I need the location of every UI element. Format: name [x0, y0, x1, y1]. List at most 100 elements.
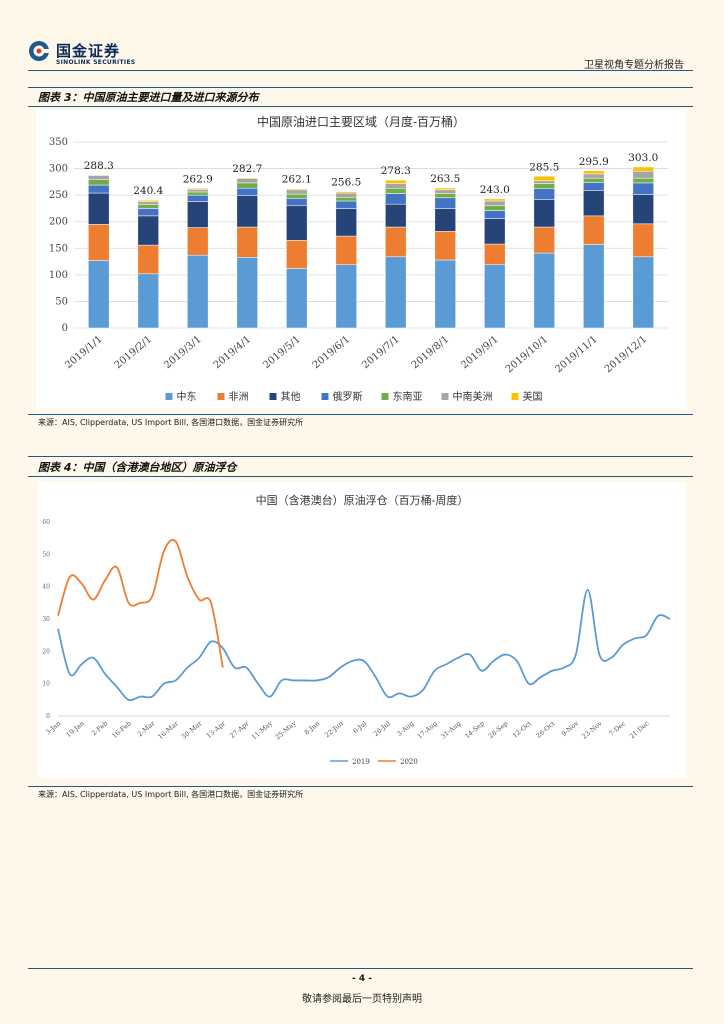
fig4-title-rule [28, 476, 693, 477]
bar-segment [88, 224, 110, 261]
x-tick-label: 17-Aug [416, 719, 439, 740]
disclaimer: 敬请参阅最后一页特别声明 [302, 994, 422, 1005]
fig3-chart-title: 中国原油进口主要区域（月度-百万桶） [257, 114, 465, 129]
x-tick-label: 16-Feb [110, 719, 132, 740]
logo-chinese-name: 国金证券 [56, 42, 121, 60]
fig3-source: 来源：AIS, Clipperdata, US Import Bill, 各国港… [38, 418, 304, 427]
bar-segment [286, 240, 308, 269]
y-tick-label: 200 [49, 217, 68, 228]
bar-segment [137, 208, 159, 217]
legend-label: 其他 [281, 390, 301, 403]
x-tick-label: 2019/2/1 [113, 334, 154, 371]
fig3-label: 图表 3：中国原油主要进口量及进口来源分布 [38, 91, 259, 104]
bar-segment [335, 208, 357, 237]
bar-segment [88, 174, 110, 176]
bar-segment [88, 179, 110, 186]
bar-segment [385, 187, 407, 194]
bar-segment [484, 198, 506, 202]
x-tick-label: 9-Nov [560, 719, 580, 738]
bar-segment [335, 192, 357, 198]
fig4-bottom-rule [28, 786, 693, 787]
bar-segment [187, 227, 209, 256]
bar-segment [335, 200, 357, 209]
y-tick-label: 100 [49, 270, 68, 281]
y-tick-label: 150 [49, 243, 68, 254]
fig3-title-rule [28, 106, 693, 107]
fig4-chart-title: 中国（含港澳台）原油浮仓（百万桶-周度） [256, 493, 469, 507]
y-tick-label: 350 [49, 137, 68, 148]
legend-swatch [321, 393, 329, 400]
bar-total-label: 303.0 [628, 152, 658, 164]
x-tick-label: 20-Jul [372, 719, 392, 738]
bar-segment [484, 243, 506, 266]
x-tick-label: 2019/5/1 [261, 334, 302, 371]
bar-segment [583, 177, 605, 183]
bar-segment [286, 198, 308, 207]
bar-segment [286, 189, 308, 195]
x-tick-label: 7-Dec [607, 719, 627, 738]
legend-swatch [441, 393, 449, 400]
legend-label: 中南美洲 [453, 390, 493, 403]
bar-total-label: 282.7 [232, 163, 262, 175]
bar-segment [335, 235, 357, 266]
legend-label: 东南亚 [393, 390, 423, 403]
x-tick-label: 22-Jun [323, 719, 345, 739]
bar-segment [533, 183, 555, 190]
x-tick-label: 2-Mar [136, 719, 157, 739]
bar-segment [632, 177, 654, 184]
bar-segment [632, 166, 654, 172]
bar-segment [385, 193, 407, 205]
bar-segment [286, 205, 308, 241]
bar-segment [434, 231, 456, 261]
bar-segment [137, 199, 159, 202]
legend-label: 中东 [177, 390, 197, 403]
y-tick-label: 0 [46, 713, 50, 720]
bar-segment [484, 264, 506, 329]
bar-segment [434, 259, 456, 329]
bar-segment [286, 188, 308, 191]
y-tick-label: 20 [42, 648, 50, 655]
y-tick-label: 0 [62, 323, 68, 334]
bar-total-label: 288.3 [84, 160, 114, 172]
bar-segment [484, 205, 506, 211]
bar-segment [286, 268, 308, 329]
bar-segment [484, 218, 506, 245]
page-number: - 4 - [352, 974, 372, 984]
bar-total-label: 240.4 [133, 185, 163, 197]
legend-label: 2020 [400, 758, 418, 766]
bar-segment [434, 189, 456, 194]
bar-segment [533, 252, 555, 329]
x-tick-label: 2-Feb [90, 719, 109, 737]
fig4-floating-storage-chart: 中国（含港澳台）原油浮仓（百万桶-周度） 0 10 20 30 40 50 60 3-Jan… [38, 482, 686, 778]
bar-segment [335, 264, 357, 329]
bar-segment [137, 215, 159, 246]
bar-segment [187, 188, 209, 190]
bar-segment [335, 191, 357, 194]
bar-segment [236, 182, 258, 189]
bar-segment [583, 244, 605, 329]
bar-segment [236, 257, 258, 329]
bar-segment [187, 201, 209, 228]
bar-segment [583, 170, 605, 175]
legend-swatch [269, 393, 277, 400]
x-tick-label: 11-May [250, 719, 274, 741]
bar-segment [88, 175, 110, 180]
x-tick-label: 2019/9/1 [459, 334, 500, 371]
bar-segment [583, 182, 605, 191]
bar-segment [187, 189, 209, 193]
bar-total-label: 295.9 [579, 156, 609, 168]
fig4-top-rule [28, 456, 693, 457]
fig3-bottom-rule [28, 414, 693, 415]
bar-segment [137, 201, 159, 205]
x-tick-label: 31-Aug [439, 719, 462, 740]
x-tick-label: 2019/10/1 [504, 334, 550, 375]
bar-segment [88, 260, 110, 329]
x-tick-label: 2019/1/1 [63, 334, 104, 371]
y-tick-label: 50 [55, 296, 68, 307]
x-tick-label: 28-Sep [487, 719, 510, 740]
x-tick-label: 25-May [274, 719, 298, 741]
bar-segment [533, 199, 555, 228]
header-divider [28, 70, 693, 71]
x-tick-label: 13-Apr [205, 719, 228, 740]
bar-segment [632, 256, 654, 329]
